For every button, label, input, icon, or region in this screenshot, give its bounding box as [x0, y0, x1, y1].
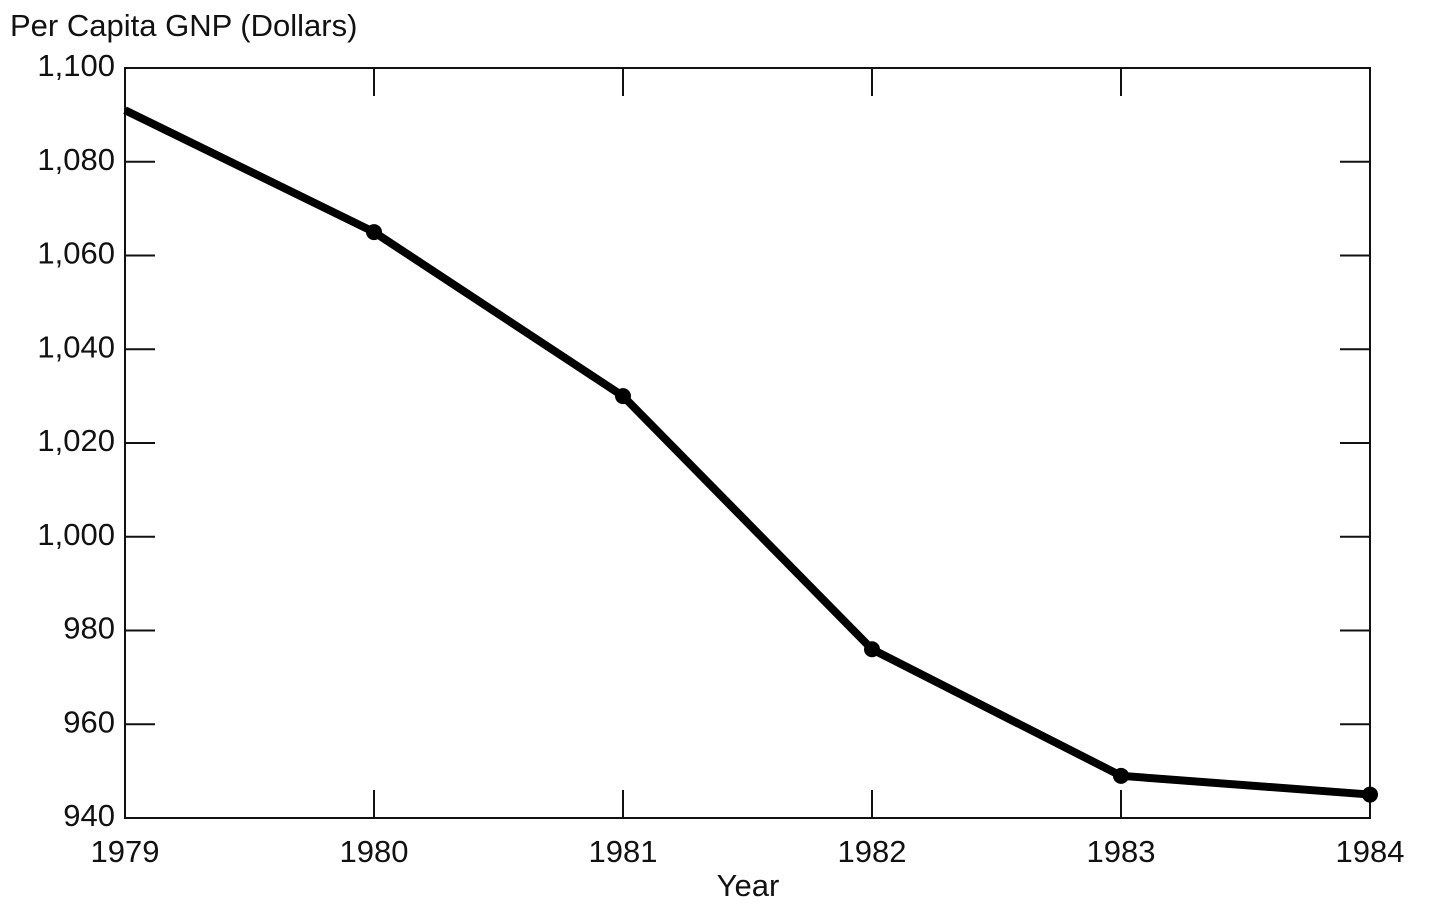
plot-frame [124, 67, 1371, 819]
y-tick-label: 1,040 [37, 329, 115, 364]
y-tick-label: 940 [63, 798, 115, 833]
y-tick-label: 980 [63, 611, 115, 646]
x-tick-label: 1983 [1087, 834, 1156, 869]
marker [1362, 786, 1378, 803]
y-tick-label: 1,020 [37, 423, 115, 458]
line [123, 106, 1371, 799]
marker [615, 388, 631, 405]
x-tick-label: 1981 [589, 834, 658, 869]
marker [864, 641, 880, 658]
y-tick-label: 1,000 [37, 517, 115, 552]
marker [366, 224, 382, 241]
x-tick-label: 1979 [91, 834, 160, 869]
x-tick-label: 1980 [340, 834, 409, 869]
x-axis-label: Year [717, 868, 780, 903]
marker [1113, 767, 1129, 784]
y-tick-label: 960 [63, 704, 115, 739]
y-axis-label: Per Capita GNP (Dollars) [10, 8, 357, 43]
y-tick-label: 1,060 [37, 236, 115, 271]
y-tick-label: 1,080 [37, 142, 115, 177]
x-tick-label: 1984 [1336, 834, 1405, 869]
x-tick-label: 1982 [838, 834, 907, 869]
y-tick-label: 1,100 [37, 48, 115, 83]
